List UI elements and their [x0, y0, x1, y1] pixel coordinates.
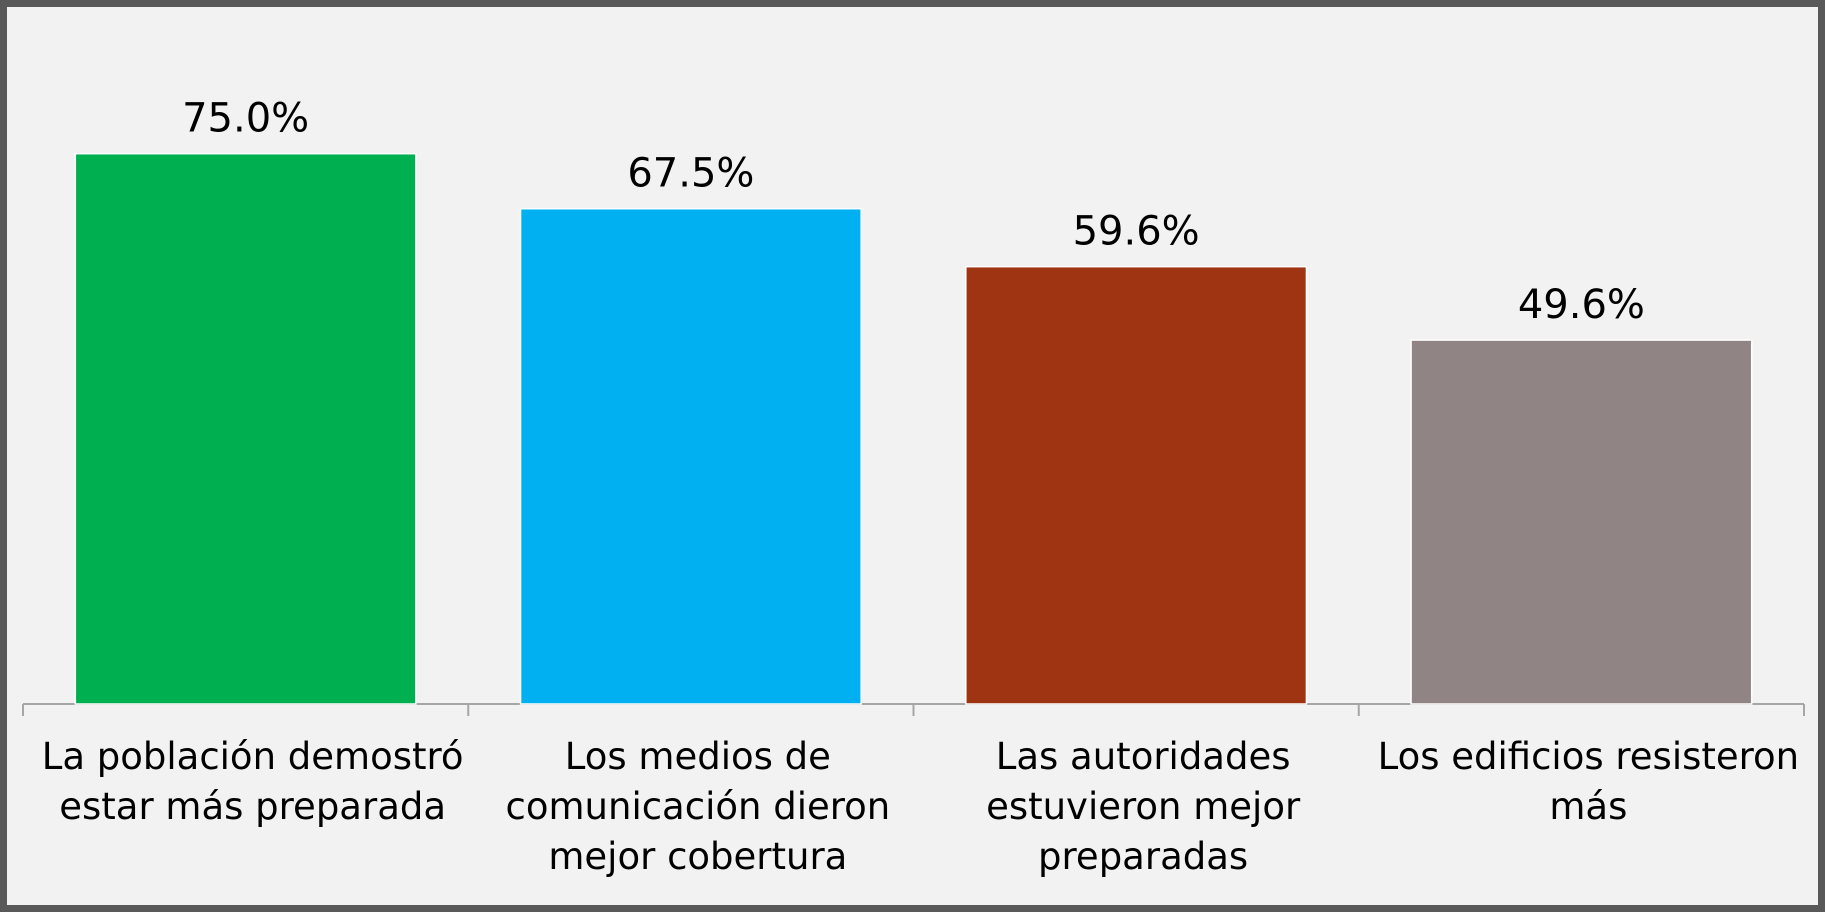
x-tick-label: Los medios de comunicación dieron mejor … [505, 735, 891, 878]
x-tick-label: Los edificios resisteron más [1377, 735, 1800, 828]
bar [519, 207, 862, 705]
value-label: 75.0% [182, 96, 309, 142]
value-label: 49.6% [1518, 282, 1645, 328]
value-label: 59.6% [1073, 209, 1200, 255]
bar [74, 152, 417, 705]
value-label: 67.5% [627, 151, 754, 197]
bar [1410, 339, 1753, 705]
bar [965, 265, 1308, 705]
x-tick-label: La población demostró estar más preparad… [41, 735, 464, 828]
x-tick-label: Las autoridades estuvieron mejor prepara… [986, 735, 1301, 878]
chart: 75.0% 67.5% 59.6% 49.6% [22, 96, 1805, 716]
